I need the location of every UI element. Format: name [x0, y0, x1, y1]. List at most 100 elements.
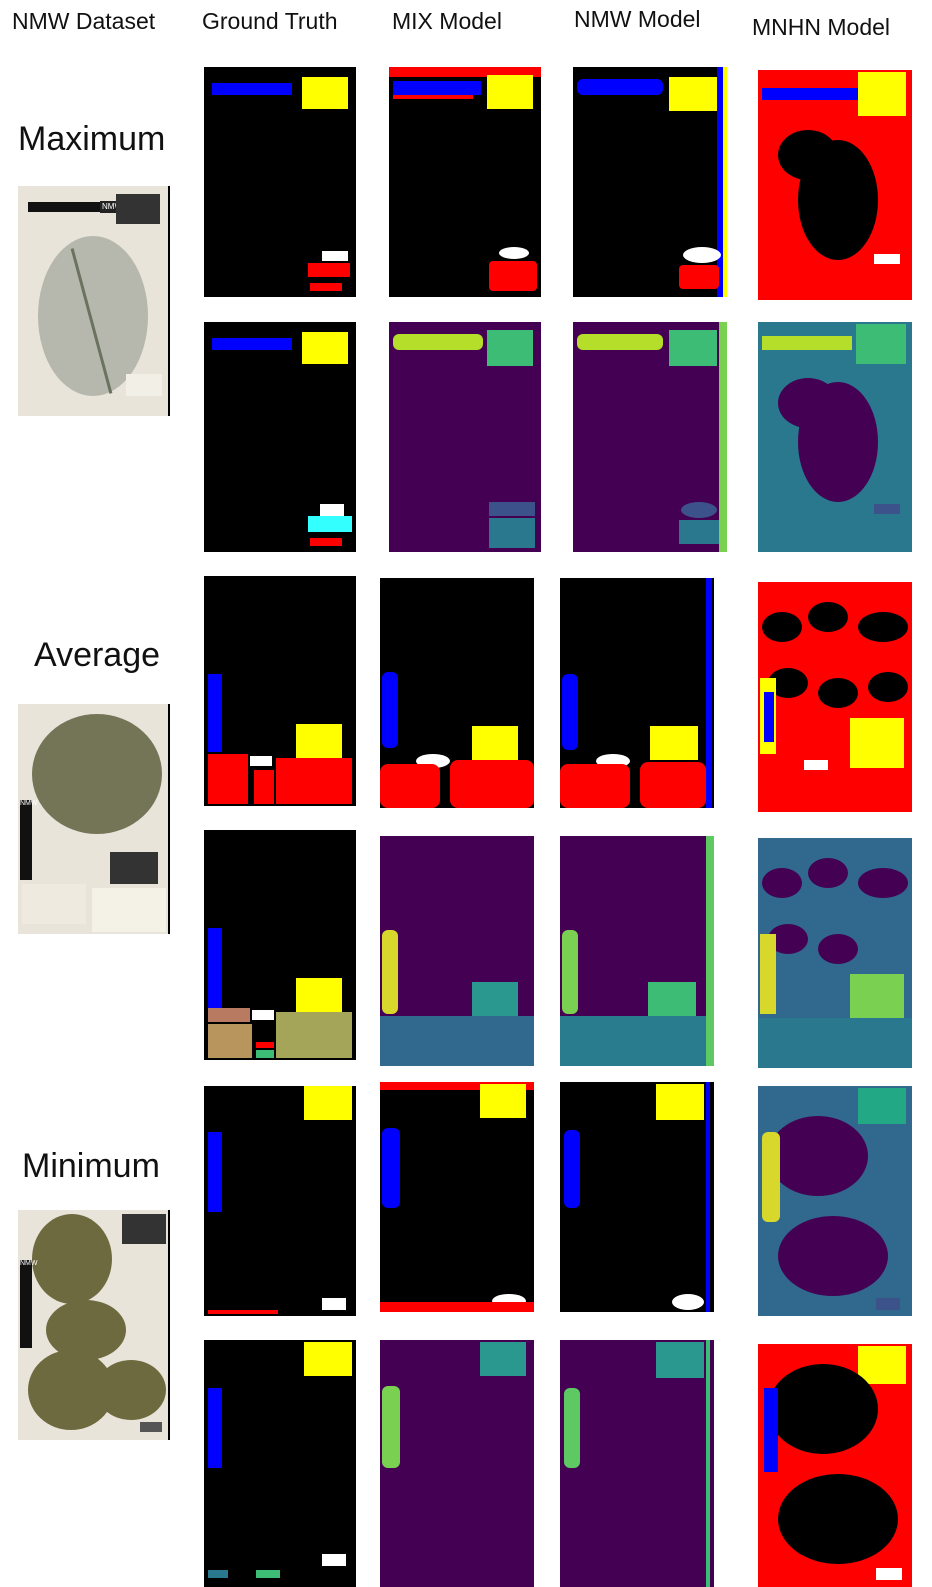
- yellow-region: [669, 77, 717, 111]
- teal-region: [679, 520, 719, 544]
- red-region: [380, 1302, 534, 1312]
- red-region: [679, 265, 719, 289]
- green-edge: [706, 836, 714, 1066]
- teal-region: [560, 1016, 706, 1066]
- white-region: [499, 247, 529, 259]
- mnhn-minimum-classes: [758, 1086, 912, 1316]
- color-chart: [116, 194, 160, 224]
- label: [92, 888, 166, 932]
- white-region: [874, 254, 900, 264]
- teal-region: [489, 518, 535, 548]
- row-label-maximum: Maximum: [18, 120, 166, 158]
- blue-edge: [706, 1082, 710, 1312]
- specimen-thumbnail-maximum: NMW: [18, 186, 170, 416]
- mnhn-minimum-instances: [758, 1344, 912, 1587]
- white-region: [250, 756, 272, 766]
- blue-grey-region: [874, 504, 900, 514]
- mixed-region: [208, 1570, 228, 1578]
- label: [126, 374, 162, 396]
- yellow-edge: [723, 67, 727, 297]
- black-region: [808, 602, 848, 632]
- row-label-minimum: Minimum: [22, 1147, 160, 1185]
- red-region: [256, 1042, 274, 1048]
- purple-region: [778, 1216, 888, 1296]
- mix-average-classes: [380, 578, 534, 808]
- black-region: [858, 612, 908, 642]
- red-region: [254, 770, 274, 804]
- white-region: [876, 1568, 902, 1580]
- mix-maximum-instances: [389, 322, 541, 552]
- white-region: [683, 247, 721, 263]
- lime-region: [393, 334, 483, 350]
- scale-bar: [20, 800, 32, 880]
- blue-edge: [706, 578, 712, 808]
- green-edge: [706, 1340, 710, 1587]
- mnhn-average-classes: [758, 582, 912, 812]
- blue-region: [564, 1130, 580, 1208]
- gt-minimum-instances: [204, 1340, 356, 1587]
- white-region: [672, 1294, 704, 1310]
- purple-region: [762, 868, 802, 898]
- blue-region: [212, 83, 292, 95]
- blue-region: [382, 672, 398, 748]
- blue-region: [208, 1388, 222, 1468]
- purple-region: [818, 934, 858, 964]
- red-region: [450, 760, 534, 808]
- red-region: [308, 263, 350, 277]
- header-mnhn-model: MNHN Model: [752, 14, 891, 40]
- mix-minimum-instances: [380, 1340, 534, 1587]
- black-region: [868, 672, 908, 702]
- yellow-region: [850, 718, 904, 768]
- blue-region: [382, 1128, 400, 1208]
- yellow-region: [472, 726, 518, 760]
- lime-region: [562, 930, 578, 1014]
- nmw-minimum-classes: [560, 1082, 714, 1312]
- mixed-region: [256, 1570, 280, 1578]
- blue-grey-region: [489, 502, 535, 516]
- red-region: [276, 758, 352, 804]
- teal-region: [472, 982, 518, 1016]
- blue-region: [212, 338, 292, 350]
- nmw-maximum-instances: [573, 322, 727, 552]
- blue-grey-region: [681, 502, 717, 518]
- white-region: [804, 760, 828, 770]
- black-region: [768, 1364, 878, 1454]
- red-region: [380, 1082, 534, 1090]
- gt-maximum-classes: [204, 67, 356, 297]
- olive-region: [276, 1012, 352, 1058]
- leaf: [96, 1360, 166, 1420]
- green-region: [850, 974, 904, 1022]
- color-chart: [122, 1214, 166, 1244]
- nmw-tag: NMW: [20, 1260, 38, 1280]
- yellow-region: [650, 726, 698, 760]
- header-ground-truth: Ground Truth: [202, 8, 338, 34]
- red-region: [640, 762, 706, 808]
- nmw-maximum-classes: [573, 67, 727, 297]
- nmw-average-instances: [560, 836, 714, 1066]
- red-region: [489, 261, 537, 291]
- cyan-region: [308, 516, 352, 532]
- lime-region: [762, 336, 852, 350]
- teal-region: [656, 1342, 704, 1378]
- purple-region: [768, 1116, 868, 1196]
- gt-average-instances: [204, 830, 356, 1060]
- yellow-region: [296, 978, 342, 1012]
- scale-bar: [20, 1260, 32, 1348]
- blue-region: [208, 928, 222, 1008]
- red-region: [393, 95, 473, 99]
- plant: [38, 236, 148, 396]
- header-nmw-model: NMW Model: [574, 6, 701, 32]
- blue-grey-region: [380, 1016, 534, 1066]
- nmw-minimum-instances: [560, 1340, 714, 1587]
- yellow-region: [480, 1084, 526, 1118]
- black-region: [778, 1474, 898, 1564]
- label-small: [22, 884, 86, 924]
- row-label-average: Average: [34, 636, 161, 674]
- yellow-region: [382, 930, 398, 1014]
- mnhn-average-instances: [758, 838, 912, 1068]
- blue-grey-region: [876, 1298, 900, 1310]
- teal-region: [758, 1018, 912, 1068]
- yellow-region: [304, 1342, 352, 1376]
- plant: [32, 714, 162, 834]
- blue-edge: [717, 67, 723, 297]
